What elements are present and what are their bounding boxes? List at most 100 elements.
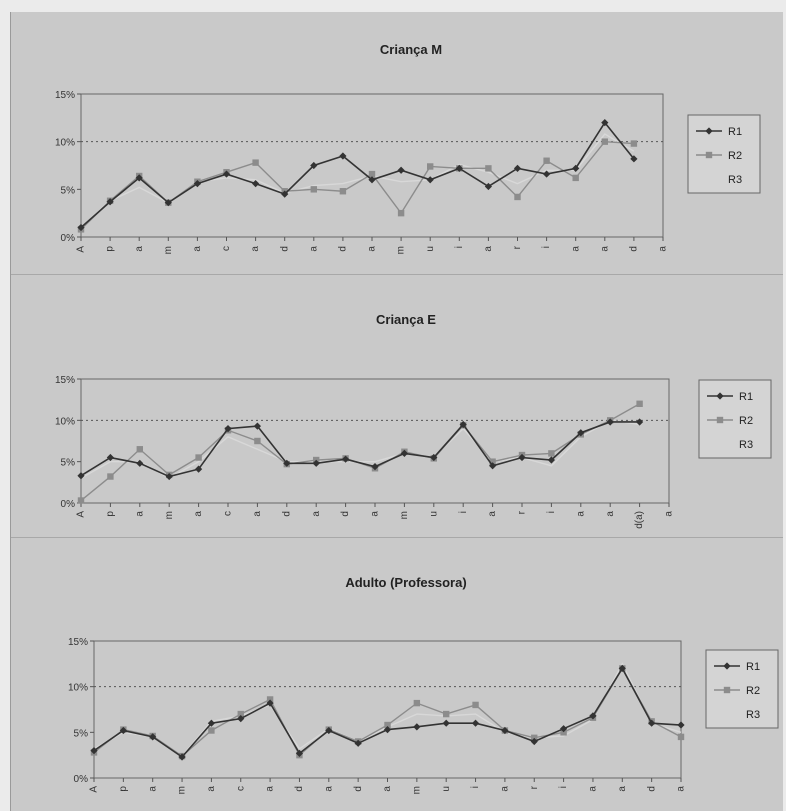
panel-divider: [11, 537, 783, 538]
data-point-r2: [237, 710, 244, 718]
x-tick-label: a: [487, 511, 498, 517]
x-tick-label: A: [76, 511, 87, 518]
legend-label: R3: [728, 174, 742, 186]
series-line-r1: [80, 421, 640, 478]
chart-title: Adulto (Professora): [345, 575, 466, 590]
data-point-r2: [630, 140, 638, 147]
legend: [687, 114, 761, 194]
data-point-r1: [513, 164, 522, 172]
legend-marker: [723, 662, 731, 670]
x-tick-label: a: [311, 511, 322, 517]
x-tick-label: a: [367, 246, 378, 252]
data-point-r1: [193, 180, 201, 188]
x-tick-label: p: [105, 511, 116, 517]
panel-divider: [11, 274, 783, 275]
x-tick-label: r: [512, 245, 523, 249]
data-point-r2: [427, 163, 434, 170]
data-point-r2: [485, 165, 492, 172]
data-point-r2: [543, 157, 550, 164]
data-point-r1: [136, 459, 144, 467]
x-tick-label: a: [192, 246, 203, 252]
data-point-r2: [77, 497, 85, 504]
chart-title: Criança E: [376, 312, 436, 327]
x-tick-label: m: [177, 786, 188, 794]
data-point-r2: [254, 437, 261, 445]
data-point-r2: [339, 188, 347, 195]
data-point-r1: [677, 721, 685, 729]
y-tick-label: 15%: [55, 90, 75, 101]
x-tick-label: d: [338, 246, 349, 252]
chart-crianca-m-svg: Criança M 0% 5% 10% 15% A p a m a c a d a d a m u i a r i a a d a…: [55, 42, 761, 254]
x-tick-label: r: [529, 785, 540, 789]
data-point-r1: [222, 170, 231, 178]
data-point-r1: [119, 726, 127, 735]
x-tick-label: a: [193, 511, 204, 517]
x-tick-label: a: [250, 246, 261, 252]
x-tick-label: a: [483, 246, 494, 252]
legend-label: R1: [739, 391, 753, 403]
x-tick-label: i: [470, 786, 481, 788]
x-tick-label: a: [206, 786, 217, 792]
x-tick-label: i: [458, 511, 469, 513]
x-tick-label: p: [105, 246, 116, 252]
data-point-r1: [630, 155, 638, 163]
x-tick-label: m: [411, 786, 422, 794]
data-point-r1: [397, 166, 405, 174]
data-point-r1: [400, 449, 408, 457]
x-tick-label: a: [265, 786, 276, 792]
x-tick-label: a: [676, 786, 687, 792]
x-tick-label: a: [323, 786, 334, 792]
data-point-r1: [339, 152, 347, 160]
y-tick-label: 15%: [68, 637, 88, 648]
data-point-r1: [178, 753, 186, 761]
data-point-r2: [489, 458, 496, 465]
x-tick-label: d: [646, 786, 657, 792]
x-tick-label: a: [575, 511, 586, 517]
x-tick-label: d: [279, 246, 290, 252]
legend-label: R1: [746, 661, 760, 673]
y-tick-label: 5%: [61, 185, 76, 196]
x-tick-label: i: [541, 246, 552, 248]
data-point-r1: [164, 199, 172, 207]
legend-label: R2: [746, 685, 760, 697]
y-tick-label: 5%: [61, 458, 76, 469]
data-point-r2: [413, 699, 421, 707]
data-point-r2: [384, 721, 391, 729]
x-tick-label: m: [163, 246, 174, 254]
x-tick-label: a: [658, 246, 669, 252]
data-point-r2: [368, 170, 376, 178]
data-point-r1: [518, 453, 526, 462]
data-point-r2: [572, 174, 579, 182]
data-point-r1: [135, 174, 143, 182]
x-tick-label: d: [294, 786, 305, 792]
x-tick-label: i: [558, 786, 569, 788]
x-tick-label: a: [382, 786, 393, 792]
y-tick-label: 5%: [74, 728, 89, 739]
data-point-r1: [383, 725, 392, 734]
data-point-r2: [548, 450, 555, 457]
data-point-r1: [368, 176, 376, 184]
data-point-r1: [543, 170, 551, 178]
x-tick-label: a: [308, 246, 319, 252]
data-point-r2: [397, 209, 405, 217]
x-tick-label: u: [428, 511, 439, 517]
data-point-r1: [484, 182, 492, 191]
x-tick-label: c: [223, 511, 234, 516]
data-point-r1: [430, 453, 438, 462]
legend-marker: [716, 416, 724, 424]
series-line-r1: [80, 121, 635, 229]
x-tick-label: m: [164, 511, 175, 519]
data-point-r1: [489, 462, 497, 470]
data-point-r2: [208, 727, 215, 734]
series-line-r2: [80, 403, 640, 502]
x-tick-label: m: [399, 511, 410, 519]
x-tick-label: a: [500, 786, 511, 792]
x-tick-label: a: [617, 786, 628, 792]
plot-area: [80, 378, 670, 504]
data-point-r1: [266, 699, 274, 707]
series-line-r3: [80, 133, 635, 228]
y-tick-label: 0%: [74, 774, 89, 785]
series-line-r2: [80, 140, 634, 230]
data-point-r1: [106, 453, 114, 462]
